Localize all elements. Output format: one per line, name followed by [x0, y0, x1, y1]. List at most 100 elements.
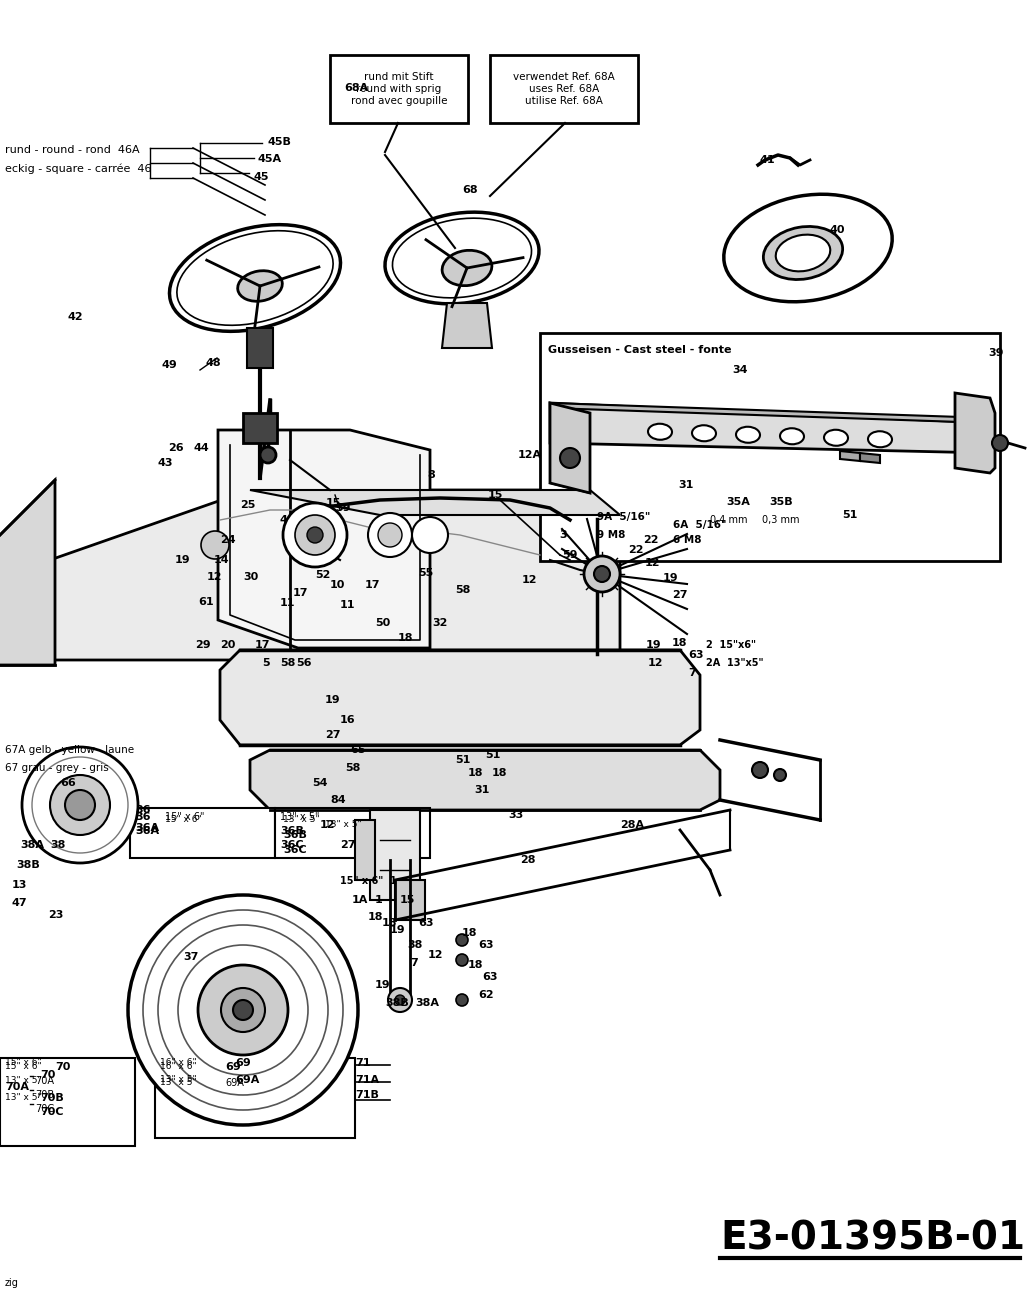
Text: 7: 7 [688, 667, 696, 678]
Text: 58: 58 [345, 763, 360, 773]
Polygon shape [550, 403, 590, 493]
Text: 67 grau - grey - gris: 67 grau - grey - gris [5, 763, 108, 773]
Text: 58: 58 [280, 658, 295, 667]
Text: 12: 12 [428, 950, 444, 961]
Text: 26: 26 [168, 443, 184, 453]
Text: 70A: 70A [5, 1082, 29, 1092]
Text: 15" x 6": 15" x 6" [165, 815, 201, 824]
Circle shape [295, 515, 335, 555]
Circle shape [221, 988, 265, 1032]
Text: 41: 41 [760, 155, 776, 165]
Polygon shape [370, 809, 420, 900]
Polygon shape [220, 649, 700, 745]
Circle shape [378, 523, 402, 547]
Text: 18: 18 [672, 638, 687, 648]
Circle shape [368, 513, 412, 556]
Text: 70B: 70B [40, 1093, 64, 1103]
Circle shape [233, 1001, 253, 1020]
Polygon shape [0, 480, 55, 665]
Text: 16: 16 [340, 715, 356, 726]
Text: rund - round - rond  46A: rund - round - rond 46A [5, 145, 139, 155]
Text: 12A: 12A [518, 451, 542, 460]
Text: 18: 18 [398, 633, 414, 643]
Text: 39: 39 [988, 349, 1003, 358]
Text: 15" x 6": 15" x 6" [5, 1059, 41, 1066]
Text: 68: 68 [462, 185, 478, 195]
Text: 51: 51 [455, 755, 471, 766]
Ellipse shape [392, 218, 531, 298]
Text: 70C: 70C [35, 1104, 54, 1114]
Circle shape [560, 448, 580, 469]
Text: 70C: 70C [40, 1106, 64, 1117]
Text: 66: 66 [60, 778, 75, 788]
Text: 36: 36 [135, 806, 151, 815]
Text: 29: 29 [195, 640, 211, 649]
Text: 63: 63 [418, 918, 433, 928]
Text: 38: 38 [50, 840, 65, 849]
Text: 12: 12 [648, 658, 664, 667]
Circle shape [456, 933, 467, 946]
Ellipse shape [723, 194, 893, 302]
Text: 7: 7 [410, 958, 418, 968]
Text: 22: 22 [643, 534, 658, 545]
Bar [0, 1059, 135, 1146]
Circle shape [128, 895, 358, 1124]
Circle shape [395, 995, 405, 1004]
Text: zig: zig [5, 1278, 19, 1288]
Text: 71B: 71B [355, 1090, 379, 1100]
Ellipse shape [824, 430, 848, 445]
Text: 37: 37 [183, 951, 198, 962]
Text: 17: 17 [255, 640, 270, 649]
Text: 34: 34 [732, 365, 747, 374]
Text: 13" x 5": 13" x 5" [325, 820, 361, 829]
Polygon shape [840, 451, 860, 461]
Text: eckig - square - carrée  46: eckig - square - carrée 46 [5, 163, 152, 173]
Circle shape [412, 516, 448, 553]
Text: 62: 62 [478, 990, 493, 1001]
Bar [540, 333, 1000, 562]
Bar [275, 808, 430, 859]
Text: 19: 19 [375, 980, 391, 990]
Polygon shape [218, 430, 430, 648]
Text: 2  15"x6": 2 15"x6" [706, 640, 756, 649]
Ellipse shape [169, 225, 341, 332]
Text: 59: 59 [562, 550, 578, 560]
Polygon shape [860, 453, 880, 463]
Text: 22: 22 [628, 545, 644, 555]
Text: 35A: 35A [725, 497, 750, 507]
Ellipse shape [442, 250, 492, 285]
Bar [155, 1059, 355, 1137]
Text: 40: 40 [830, 225, 845, 235]
Polygon shape [243, 413, 277, 443]
Text: 61: 61 [198, 596, 214, 607]
Ellipse shape [385, 212, 539, 303]
Polygon shape [20, 491, 620, 660]
Text: 0,3 mm: 0,3 mm [762, 515, 800, 525]
Circle shape [260, 447, 276, 463]
Text: 12: 12 [522, 574, 538, 585]
Text: 5: 5 [262, 658, 269, 667]
Text: 3: 3 [559, 531, 567, 540]
Text: 15" x 6"  1: 15" x 6" 1 [340, 877, 396, 886]
Text: 71A: 71A [355, 1075, 379, 1084]
Text: 9 M8: 9 M8 [596, 531, 625, 540]
Text: 24: 24 [220, 534, 235, 545]
Text: 13" x 5": 13" x 5" [160, 1078, 197, 1087]
Text: 23: 23 [49, 910, 63, 920]
Text: 12: 12 [320, 820, 335, 830]
Text: 0,4 mm: 0,4 mm [710, 515, 747, 525]
Text: 18: 18 [467, 768, 484, 778]
Circle shape [456, 954, 467, 966]
Text: 47: 47 [12, 899, 28, 908]
Text: 4: 4 [280, 515, 288, 525]
Text: 36B: 36B [283, 830, 307, 840]
Text: 50: 50 [375, 618, 390, 627]
Circle shape [594, 565, 610, 582]
Ellipse shape [648, 423, 672, 440]
Text: 38: 38 [407, 940, 422, 950]
Text: 18: 18 [462, 928, 478, 939]
Text: 19: 19 [663, 573, 679, 584]
Text: 48: 48 [205, 358, 221, 368]
Ellipse shape [868, 431, 892, 447]
Text: 59: 59 [335, 503, 351, 513]
